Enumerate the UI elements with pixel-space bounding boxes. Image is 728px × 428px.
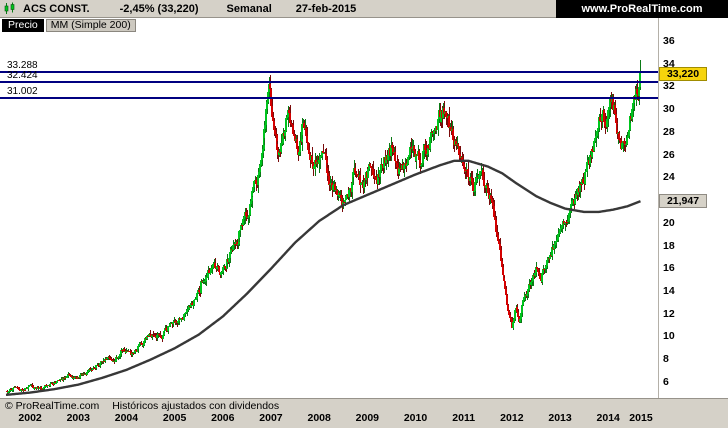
year-label: 2012: [500, 412, 524, 424]
copyright-line: © ProRealTime.com Históricos ajustados c…: [5, 400, 279, 412]
price-tick-label: 36: [663, 35, 675, 48]
time-axis[interactable]: 2002 2003 2004 2005 2006 2007 2008 2009 2010 2011…: [0, 399, 728, 428]
price-tick-label: 26: [663, 148, 675, 161]
year-label: 2009: [355, 412, 380, 424]
price-tick-label: 16: [663, 262, 675, 275]
price-tick-label: 6: [663, 375, 669, 388]
chart-area: Precio MM (Simple 200) 33.288 32.424 31.00…: [0, 18, 728, 398]
price-tick-label: 18: [663, 239, 675, 252]
title-bar: ACS CONST. -2,45% (33,220) Semanal 27-fe…: [0, 0, 728, 18]
price-series-chip[interactable]: Precio: [2, 19, 44, 32]
price-axis[interactable]: 33,220 21,947 36 34 32 30 28 26 24 20 18 16 14 12 10…: [656, 18, 728, 398]
price-tick-label: 28: [663, 125, 675, 138]
level-label: 33.288: [7, 60, 38, 72]
price-tick-label: 34: [663, 57, 675, 70]
ma-indicator-chip[interactable]: MM (Simple 200): [45, 19, 136, 32]
price-tick-label: 32: [663, 80, 675, 93]
timeframe-label: Semanal: [226, 2, 272, 15]
price-tick-label: 12: [663, 307, 675, 320]
year-label: 2007: [259, 412, 283, 424]
site-banner: www.ProRealTime.com: [556, 0, 728, 18]
year-label: 2002: [18, 412, 42, 424]
year-label: 2015: [629, 412, 653, 424]
level-label: 31.002: [7, 86, 38, 98]
year-label: 2006: [211, 412, 235, 424]
year-label: 2005: [162, 412, 187, 424]
copyright-label: © ProRealTime.com: [5, 400, 100, 412]
change-label: -2,45% (33,220): [119, 2, 199, 15]
price-tick-label: 30: [663, 103, 675, 116]
current-price-badge: 33,220: [659, 67, 707, 81]
site-url-label: www.ProRealTime.com: [581, 3, 703, 15]
price-tick-label: 8: [663, 353, 669, 366]
chart-legend: Precio MM (Simple 200): [2, 19, 136, 32]
year-label: 2011: [452, 412, 476, 424]
price-tick-label: 20: [663, 216, 675, 229]
year-label: 2003: [66, 412, 90, 424]
price-tick-label: 10: [663, 330, 675, 343]
level-label: 32.424: [7, 70, 38, 82]
candlestick-icon: [3, 2, 16, 15]
symbol-label: ACS CONST.: [23, 2, 90, 15]
adjustments-note: Históricos ajustados con dividendos: [112, 400, 280, 412]
year-label: 2010: [403, 412, 428, 424]
price-chart-canvas[interactable]: [0, 18, 728, 398]
price-tick-label: 24: [663, 171, 675, 184]
ma-price-badge: 21,947: [659, 194, 707, 208]
price-tick-label: 14: [663, 284, 675, 297]
x-axis-bar: © ProRealTime.com Históricos ajustados c…: [0, 398, 728, 428]
year-label: 2004: [114, 412, 139, 424]
year-label: 2013: [548, 412, 572, 424]
date-label: 27-feb-2015: [295, 2, 357, 15]
year-label: 2008: [307, 412, 331, 424]
year-label: 2014: [596, 412, 620, 424]
